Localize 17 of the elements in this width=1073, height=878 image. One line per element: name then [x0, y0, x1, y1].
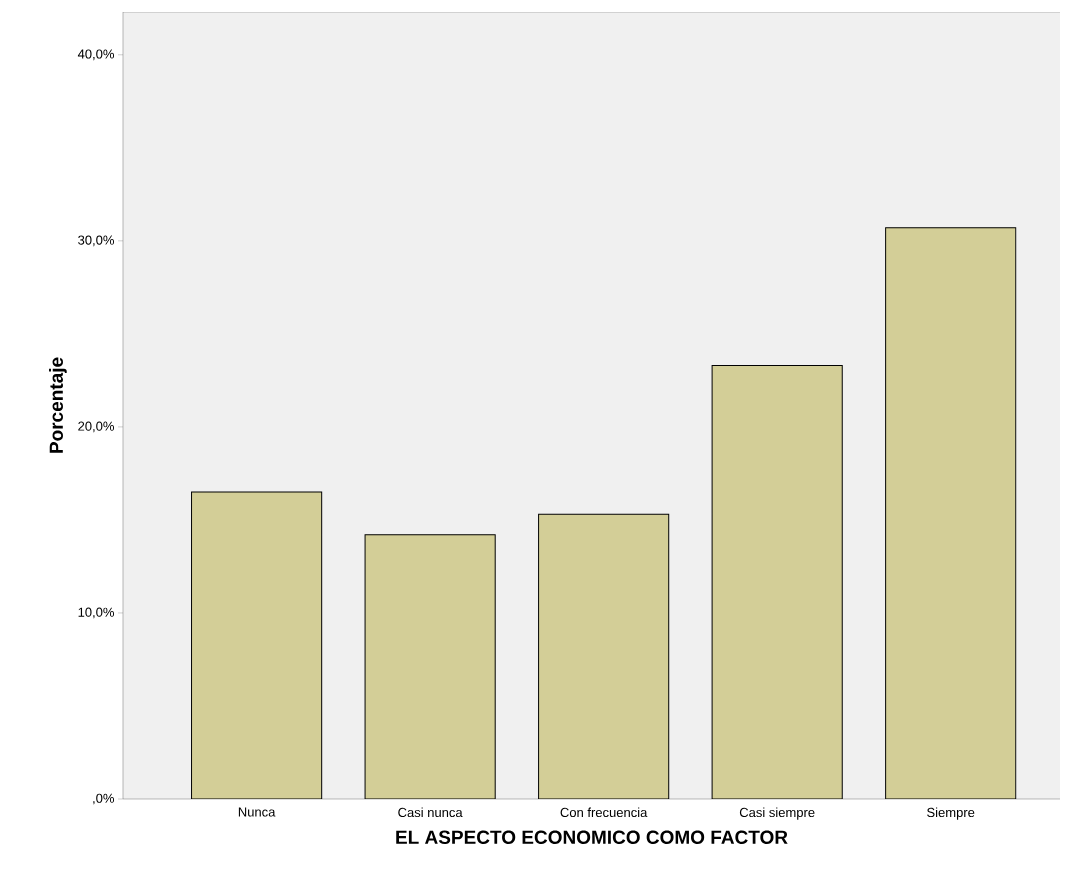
- x-tick-label: Siempre: [927, 807, 975, 820]
- bar: [711, 364, 843, 799]
- y-tick-label: 30,0%: [78, 235, 115, 247]
- bar: [885, 227, 1017, 799]
- y-axis-title: Porcentaje: [49, 357, 67, 453]
- x-tick-label: Nunca: [238, 807, 276, 817]
- x-tick-label: Con frecuencia: [560, 807, 648, 818]
- bar: [364, 534, 496, 799]
- y-tick-label: 10,0%: [78, 607, 115, 619]
- bar: [538, 513, 670, 799]
- bar: [191, 491, 323, 799]
- y-tick-label: 40,0%: [77, 49, 115, 61]
- x-axis-title: EL ASPECTO ECONOMICO COMO FACTOR: [396, 830, 788, 844]
- x-tick-label: Casi nunca: [398, 807, 463, 818]
- x-tick-label: Casi siempre: [739, 807, 815, 820]
- y-tick-label: ,0%: [93, 793, 115, 805]
- y-tick-label: 20,0%: [78, 421, 115, 433]
